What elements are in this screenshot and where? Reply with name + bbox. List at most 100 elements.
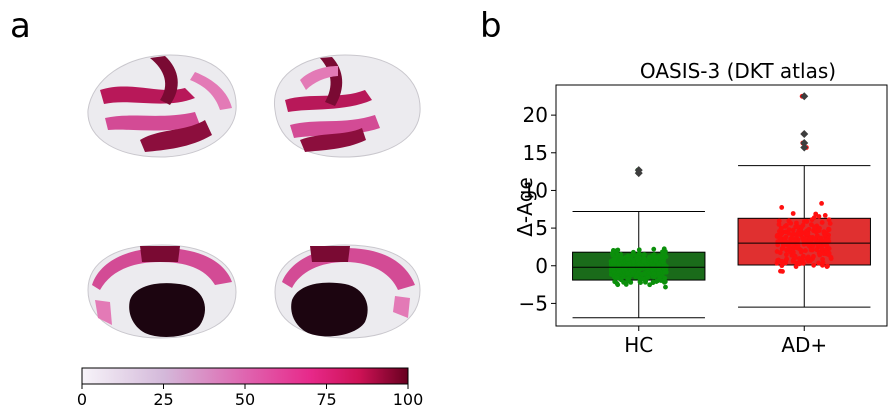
data-point xyxy=(776,218,782,224)
data-point xyxy=(809,247,815,253)
brain-medial-right xyxy=(274,244,421,339)
data-point xyxy=(624,264,629,269)
data-point xyxy=(634,272,640,278)
y-tick-label: 10 xyxy=(523,178,548,202)
data-point xyxy=(650,279,656,285)
data-point xyxy=(820,257,826,262)
data-point xyxy=(661,264,667,269)
data-point xyxy=(656,271,661,277)
data-point xyxy=(642,252,647,257)
data-point xyxy=(663,284,668,290)
data-point xyxy=(786,231,792,236)
data-point xyxy=(615,247,621,253)
data-point xyxy=(778,226,784,232)
data-point xyxy=(646,254,652,260)
data-point xyxy=(819,246,825,252)
data-point xyxy=(818,235,824,241)
data-point xyxy=(826,250,832,256)
data-point xyxy=(824,237,829,243)
data-point xyxy=(651,271,657,277)
data-point xyxy=(611,257,617,263)
data-point xyxy=(779,263,785,269)
data-point xyxy=(660,249,665,255)
y-tick-label: 15 xyxy=(523,141,548,165)
data-point xyxy=(804,219,810,224)
data-point xyxy=(812,236,818,242)
colorbar-tick-label: 0 xyxy=(77,390,87,409)
data-point xyxy=(776,222,782,227)
data-point xyxy=(792,236,798,242)
data-point xyxy=(782,238,787,244)
data-point xyxy=(651,246,657,252)
data-point xyxy=(790,258,796,264)
data-point xyxy=(798,247,804,253)
data-point xyxy=(825,263,830,269)
outlier-marker xyxy=(800,138,809,147)
data-point xyxy=(795,231,801,236)
outlier-marker xyxy=(800,129,809,138)
data-point xyxy=(826,227,832,233)
data-point xyxy=(641,259,647,264)
boxplot-chart: OASIS-3 (DKT atlas) Δ-Age −5 0 5 10 15 20 HC AD… xyxy=(513,59,888,357)
data-point xyxy=(657,275,663,281)
x-tick-label: AD+ xyxy=(781,333,827,357)
plot-area: −5 0 5 10 15 20 HC AD+ xyxy=(519,92,871,357)
data-point xyxy=(660,259,666,265)
data-point xyxy=(630,259,636,265)
data-point xyxy=(803,248,808,253)
box-group-ad-plus xyxy=(737,92,871,308)
colorbar-tick-label: 75 xyxy=(316,390,336,409)
data-point xyxy=(802,236,808,242)
data-point xyxy=(656,262,661,268)
data-point xyxy=(816,241,822,247)
data-point xyxy=(799,224,805,230)
data-point xyxy=(610,265,616,271)
data-point xyxy=(808,222,814,228)
outlier-marker xyxy=(634,166,643,175)
box-group-hc xyxy=(572,166,706,319)
jitter-points xyxy=(608,167,669,290)
colorbar-tick-label: 100 xyxy=(393,390,424,409)
data-point xyxy=(807,236,813,242)
data-point xyxy=(637,279,643,285)
brain-lateral-left xyxy=(87,54,237,158)
colorbar: 0 25 50 75 100 xyxy=(77,367,424,409)
panel-label-a: a xyxy=(10,6,31,46)
data-point xyxy=(614,275,620,281)
data-point xyxy=(662,269,668,275)
data-point xyxy=(776,258,782,264)
data-point xyxy=(636,247,642,253)
brain-lateral-right xyxy=(273,54,421,158)
data-point xyxy=(790,249,796,255)
data-point xyxy=(788,220,794,226)
outlier-marker xyxy=(800,92,809,101)
data-point xyxy=(779,205,785,210)
data-point xyxy=(662,275,668,281)
data-point xyxy=(819,220,825,225)
chart-title: OASIS-3 (DKT atlas) xyxy=(640,59,836,83)
data-point xyxy=(811,253,816,259)
data-point xyxy=(774,249,780,254)
data-point xyxy=(640,276,646,282)
data-point xyxy=(792,255,798,261)
data-point xyxy=(816,227,821,233)
y-tick-label: 0 xyxy=(535,254,548,278)
data-point xyxy=(630,271,636,276)
data-point xyxy=(619,255,625,260)
y-tick-label: −5 xyxy=(519,291,548,315)
panel-label-b: b xyxy=(480,6,502,46)
data-point xyxy=(793,224,799,230)
data-point xyxy=(827,221,833,226)
data-point xyxy=(630,249,636,255)
data-point xyxy=(616,269,622,274)
data-point xyxy=(625,257,631,262)
data-point xyxy=(623,282,629,287)
data-point xyxy=(784,223,789,228)
data-point xyxy=(814,247,820,253)
colorbar-gradient xyxy=(81,367,409,385)
data-point xyxy=(647,282,653,288)
data-point xyxy=(814,233,820,239)
data-point xyxy=(826,217,832,223)
data-point xyxy=(660,254,666,260)
